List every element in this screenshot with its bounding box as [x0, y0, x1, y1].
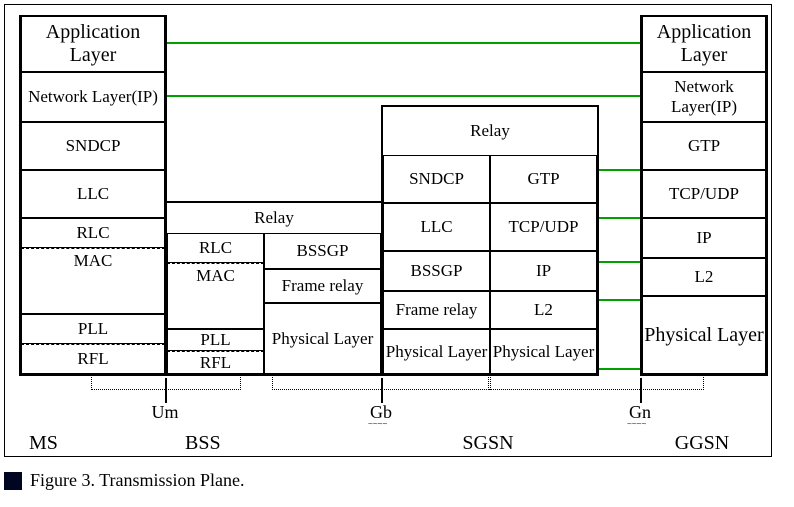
bss-rlc: RLC [167, 233, 264, 263]
sgsn-relay-header: Relay [383, 107, 597, 155]
ggsn-tcp-udp: TCP/UDP [642, 170, 766, 218]
peer-link-3 [595, 217, 640, 219]
bss-bssgp: BSSGP [264, 233, 381, 269]
interface-bar-gb [381, 378, 383, 403]
peer-link-9 [595, 299, 640, 301]
sgsn-llc: LLC [383, 203, 490, 251]
caption-text: Figure 3. Transmission Plane. [30, 470, 245, 491]
sgsn-l2: L2 [490, 291, 597, 329]
sgsn-physical-layer-right: Physical Layer [490, 329, 597, 374]
ms-pll: PLL [21, 314, 165, 344]
sgsn-gtp: GTP [490, 155, 597, 203]
ms-llc: LLC [21, 170, 165, 218]
sgsn-ip: IP [490, 251, 597, 291]
caption-square-icon [4, 472, 22, 490]
ms-application-layer: Application Layer [21, 17, 165, 72]
ggsn-network-layer-ip: Network Layer(IP) [642, 72, 766, 122]
ms-mac: MAC [21, 248, 165, 314]
sgsn-bssgp: BSSGP [383, 251, 490, 291]
node-label-ms: MS [19, 432, 173, 455]
ggsn-physical-layer: Physical Layer [642, 296, 766, 374]
interface-label-um: Um [145, 402, 185, 423]
node-label-sgsn: SGSN [381, 432, 595, 455]
bss-relay-header: Relay [167, 203, 381, 233]
bss-frame-relay: Frame relay [264, 269, 381, 303]
peer-link-1 [163, 95, 640, 97]
peer-link-7 [595, 261, 640, 263]
interface-label-gn: Gn [620, 402, 660, 423]
bss-pll: PLL [167, 329, 264, 351]
interface-label-gb: Gb [361, 402, 401, 423]
sgsn-frame-relay: Frame relay [383, 291, 490, 329]
ms-sndcp: SNDCP [21, 122, 165, 170]
bss-rfl: RFL [167, 351, 264, 374]
diagram-canvas: Application Layer Network Layer(IP) SNDC… [0, 0, 794, 507]
ggsn-gtp: GTP [642, 122, 766, 170]
ggsn-stack: Application Layer Network Layer(IP) GTP … [640, 15, 768, 376]
sgsn-tcp-udp: TCP/UDP [490, 203, 597, 251]
ms-rlc: RLC [21, 218, 165, 248]
node-label-ggsn: GGSN [640, 432, 764, 455]
ms-rfl: RFL [21, 344, 165, 374]
ggsn-application-layer: Application Layer [642, 17, 766, 72]
ms-network-layer-ip: Network Layer(IP) [21, 72, 165, 122]
peer-link-2 [595, 169, 640, 171]
bss-physical-layer: Physical Layer [264, 303, 381, 374]
node-label-bss: BSS [165, 432, 399, 455]
bss-mac: MAC [167, 263, 264, 329]
peer-link-0 [163, 42, 640, 44]
ggsn-ip: IP [642, 218, 766, 258]
ggsn-l2: L2 [642, 258, 766, 296]
interface-bar-gn [640, 378, 642, 403]
sgsn-sndcp: SNDCP [383, 155, 490, 203]
peer-link-13 [595, 368, 640, 370]
bss-stack: Relay RLC MAC PLL RFL BSSGP Frame relay … [165, 201, 383, 376]
ms-stack: Application Layer Network Layer(IP) SNDC… [19, 15, 167, 376]
figure-caption: Figure 3. Transmission Plane. [4, 470, 245, 491]
interface-bar-um [165, 378, 167, 403]
sgsn-physical-layer-left: Physical Layer [383, 329, 490, 374]
sgsn-stack: Relay SNDCP LLC BSSGP Frame relay Physic… [381, 105, 599, 376]
